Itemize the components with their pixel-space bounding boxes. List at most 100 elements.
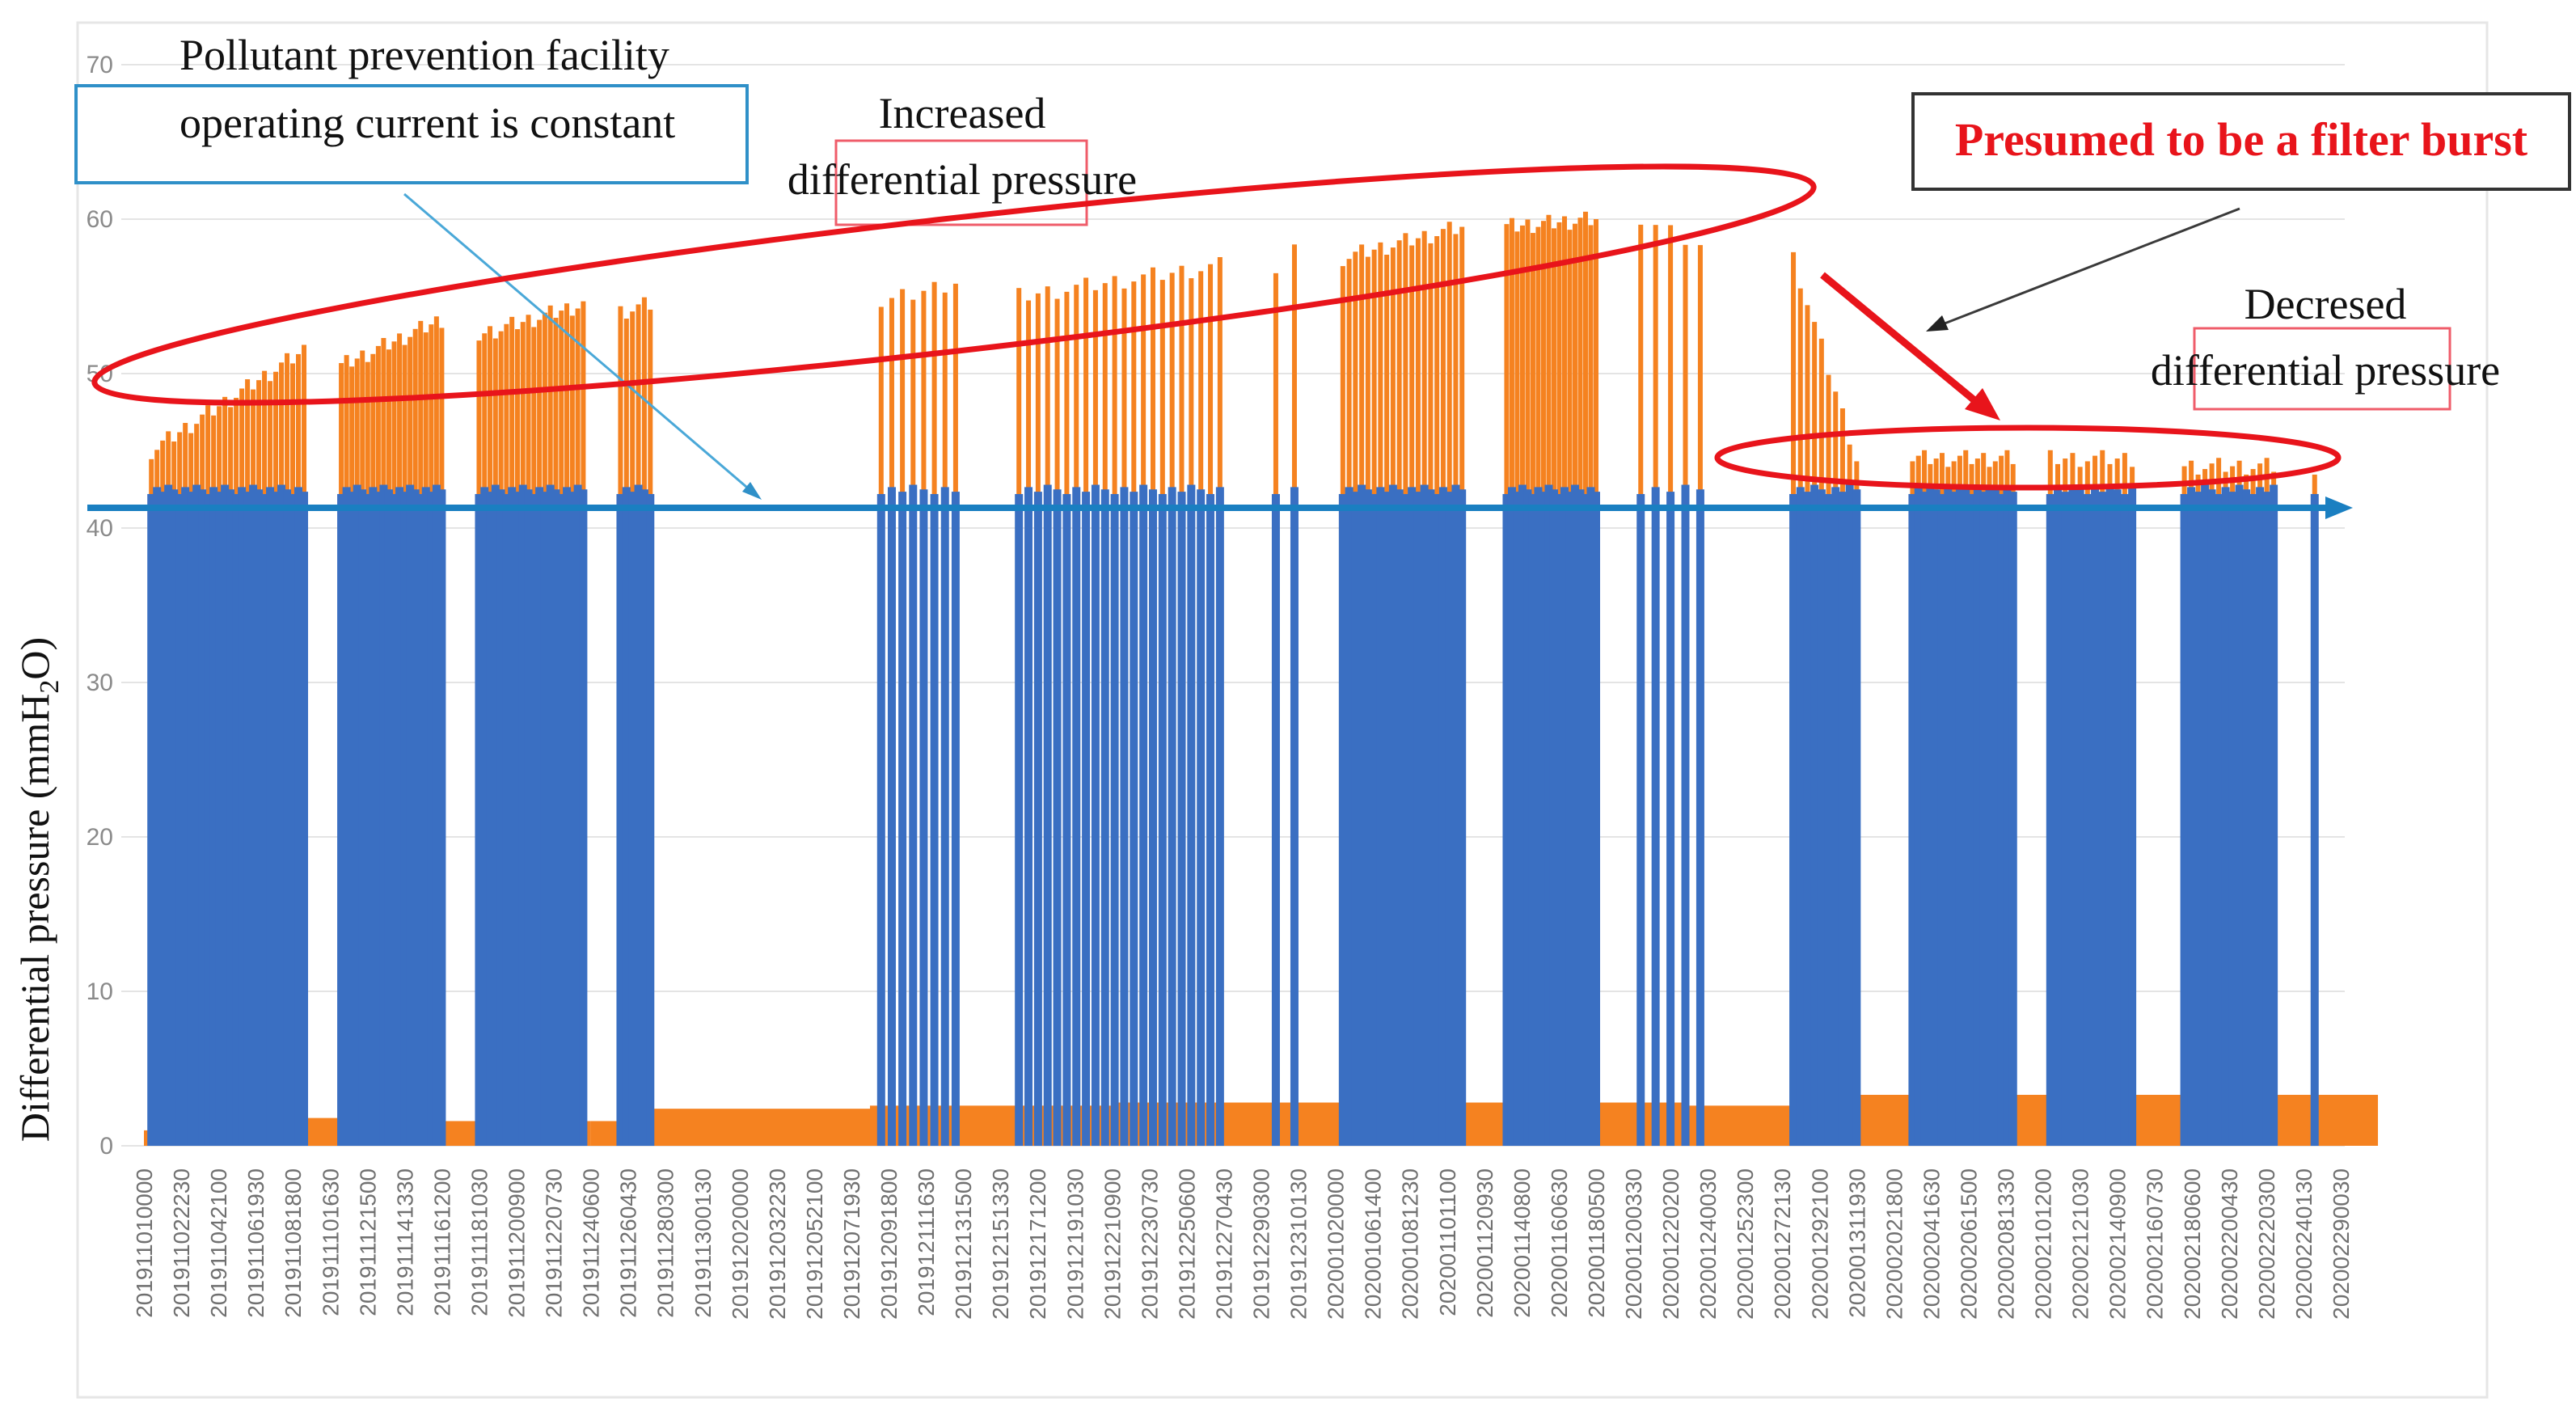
x-tick-label: 202001200330 bbox=[1621, 1168, 1646, 1320]
blue-bar bbox=[2270, 484, 2278, 1146]
blue-bar bbox=[616, 493, 625, 1146]
blue-bar bbox=[1565, 492, 1574, 1146]
blue-bar bbox=[919, 489, 928, 1146]
y-tick-label: 20 bbox=[87, 824, 113, 851]
blue-bar bbox=[1651, 487, 1660, 1146]
blue-bar bbox=[524, 489, 533, 1146]
blue-bar bbox=[1962, 489, 1970, 1146]
blue-bar bbox=[1973, 487, 1982, 1146]
blue-bar bbox=[1810, 484, 1819, 1146]
blue-bar bbox=[1168, 487, 1176, 1146]
x-tick-label: 202002041630 bbox=[1919, 1168, 1944, 1320]
blue-bar bbox=[353, 484, 361, 1146]
x-tick-label: 201912191030 bbox=[1062, 1168, 1087, 1320]
blue-bar bbox=[2076, 489, 2084, 1146]
x-tick-label: 202001081230 bbox=[1398, 1168, 1423, 1320]
blue-bar bbox=[2187, 487, 2196, 1146]
x-tick-label: 202002081330 bbox=[1994, 1168, 2019, 1320]
x-tick-label: 202001292100 bbox=[1807, 1168, 1832, 1320]
blue-bar bbox=[147, 493, 156, 1146]
blue-bar bbox=[1576, 489, 1585, 1146]
blue-bar bbox=[238, 487, 247, 1146]
blue-bar bbox=[1555, 493, 1564, 1146]
blue-bar bbox=[2083, 493, 2092, 1146]
blue-bar bbox=[1513, 492, 1522, 1146]
annotation-current-constant: Pollutant prevention facility operating … bbox=[74, 31, 762, 500]
blue-bar bbox=[337, 493, 346, 1146]
blue-bar bbox=[1433, 493, 1442, 1146]
blue-bar bbox=[289, 493, 298, 1146]
blue-bar bbox=[622, 487, 631, 1146]
x-tick-label: 202001061400 bbox=[1361, 1168, 1386, 1320]
blue-bar bbox=[1043, 484, 1052, 1146]
annotation-filter-burst: Presumed to be a filter burst bbox=[1820, 92, 2571, 420]
blue-bar bbox=[930, 493, 939, 1146]
blue-bar bbox=[1148, 489, 1157, 1146]
y-tick-label: 30 bbox=[87, 670, 113, 696]
blue-bar bbox=[158, 492, 167, 1146]
blue-bar bbox=[1803, 492, 1812, 1146]
x-tick-label: 202001272130 bbox=[1770, 1168, 1795, 1320]
blue-bar bbox=[1581, 493, 1590, 1146]
blue-bar bbox=[2046, 493, 2054, 1146]
x-tick-label: 201911101630 bbox=[318, 1168, 343, 1316]
blue-bar bbox=[1187, 484, 1196, 1146]
blue-bar bbox=[164, 484, 173, 1146]
blue-bar bbox=[1177, 492, 1186, 1146]
blue-bar bbox=[563, 487, 572, 1146]
blue-bar bbox=[535, 487, 544, 1146]
blue-bar bbox=[1290, 487, 1299, 1146]
x-tick-label: 202002021800 bbox=[1881, 1168, 1907, 1320]
blue-bar bbox=[221, 484, 230, 1146]
x-tick-label: 201912230730 bbox=[1137, 1168, 1162, 1320]
x-tick-label: 202001101100 bbox=[1435, 1168, 1460, 1316]
blue-bar bbox=[1015, 493, 1024, 1146]
blue-bar bbox=[1024, 487, 1033, 1146]
blue-bar bbox=[887, 487, 896, 1146]
blue-bar bbox=[2008, 492, 2017, 1146]
annotation-increased-line1: Increased bbox=[879, 89, 1046, 137]
x-tick-label: 202002180600 bbox=[2180, 1168, 2205, 1320]
blue-bar bbox=[232, 493, 241, 1146]
x-tick-label: 201912020000 bbox=[728, 1168, 753, 1320]
blue-bar bbox=[530, 493, 538, 1146]
x-tick-label: 201912310130 bbox=[1286, 1168, 1311, 1320]
annotation-increased: Increased differential pressure bbox=[91, 89, 1817, 406]
reference-line bbox=[87, 496, 2353, 519]
blue-bar bbox=[2228, 492, 2237, 1146]
blue-bar bbox=[348, 492, 357, 1146]
blue-bar bbox=[1932, 489, 1940, 1146]
x-tick-label: 201911141330 bbox=[392, 1168, 417, 1316]
blue-bar bbox=[508, 487, 517, 1146]
blue-bar bbox=[909, 484, 918, 1146]
blue-bar bbox=[2249, 493, 2257, 1146]
blue-bar bbox=[876, 493, 885, 1146]
blue-bar bbox=[215, 492, 224, 1146]
x-tick-label: 201912071930 bbox=[839, 1168, 864, 1320]
x-tick-label: 201911220730 bbox=[542, 1168, 567, 1318]
blue-bar bbox=[1363, 489, 1372, 1146]
blue-bar bbox=[2207, 489, 2216, 1146]
x-tick-label: 201911181030 bbox=[467, 1168, 492, 1316]
blue-bar bbox=[628, 492, 637, 1146]
x-axis-ticks: 201911010000 201911022230 201911042100 2019… bbox=[132, 1168, 2354, 1320]
blue-bar bbox=[1383, 492, 1391, 1146]
blue-bar bbox=[2054, 487, 2063, 1146]
y-tick-label: 60 bbox=[87, 206, 113, 233]
blue-bar bbox=[1914, 487, 1923, 1146]
x-tick-label: 201911200900 bbox=[505, 1168, 530, 1318]
x-tick-label: 202002290030 bbox=[2329, 1168, 2354, 1320]
blue-bar bbox=[568, 492, 576, 1146]
blue-bar bbox=[1376, 487, 1385, 1146]
blue-bar bbox=[255, 489, 264, 1146]
blue-bar bbox=[2194, 492, 2202, 1146]
x-tick-label: 202002160730 bbox=[2143, 1168, 2168, 1320]
blue-bar bbox=[1591, 492, 1600, 1146]
blue-bar bbox=[1358, 484, 1366, 1146]
blue-bar bbox=[1507, 487, 1516, 1146]
blue-bar bbox=[1586, 487, 1595, 1146]
blue-bar bbox=[1408, 487, 1417, 1146]
blue-bar bbox=[1451, 484, 1460, 1146]
x-tick-label: 202001120930 bbox=[1472, 1168, 1497, 1318]
